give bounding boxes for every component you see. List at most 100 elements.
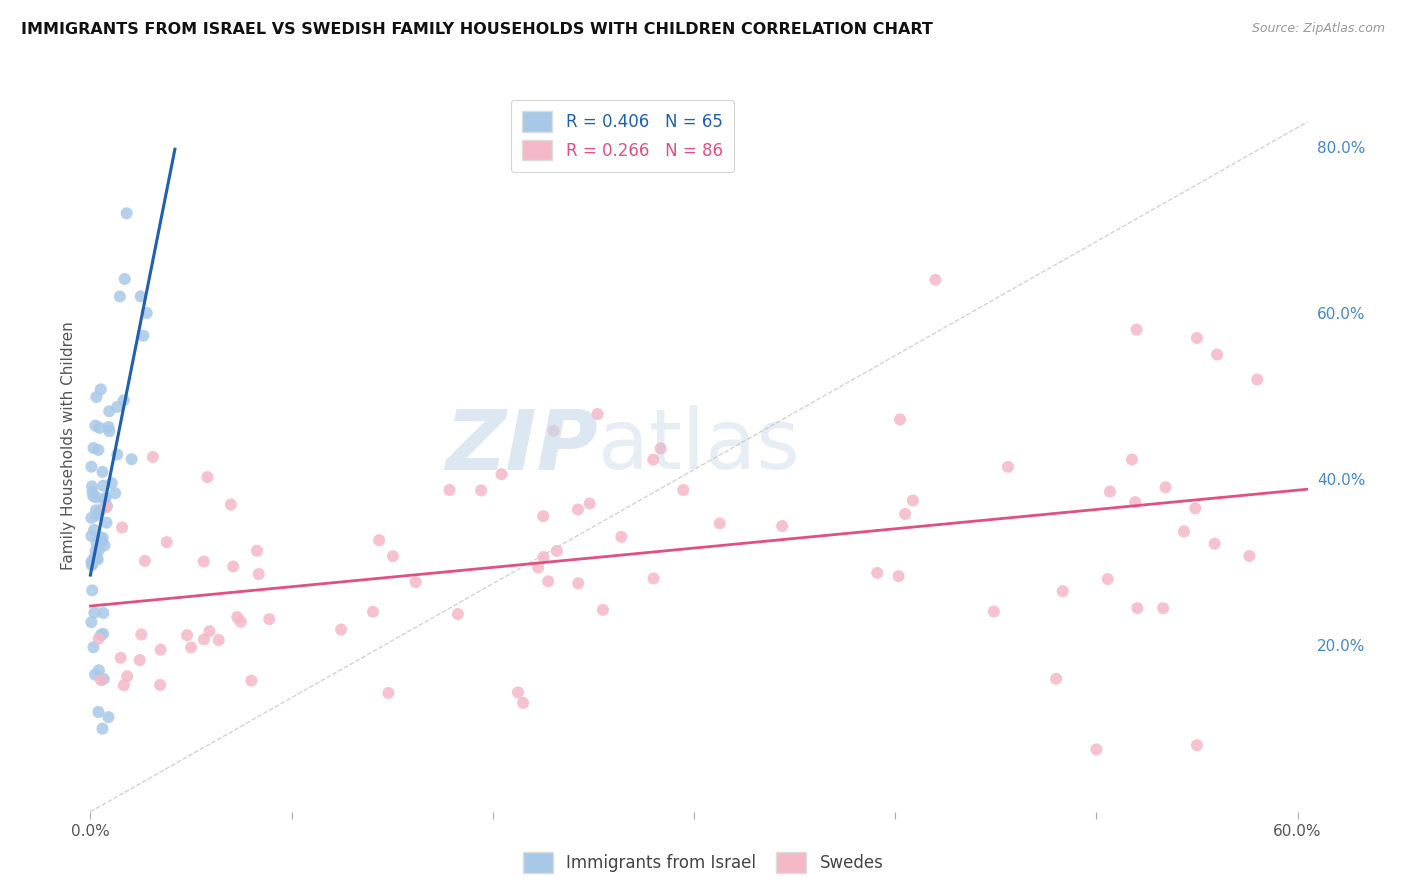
Point <box>93 606 115 620</box>
Point <box>240 673 263 688</box>
Point <box>193 555 215 569</box>
Point <box>87 663 110 677</box>
Point <box>98 424 121 438</box>
Point <box>91 479 114 493</box>
Point <box>997 459 1019 474</box>
Point <box>80 511 103 525</box>
Point <box>84 503 107 517</box>
Point <box>105 400 128 414</box>
Text: ZIP: ZIP <box>446 406 598 486</box>
Point <box>86 491 108 505</box>
Point <box>110 650 132 665</box>
Point <box>82 583 104 598</box>
Point <box>1173 524 1195 539</box>
Point <box>93 672 115 686</box>
Point <box>377 686 399 700</box>
Point <box>1239 549 1261 563</box>
Point <box>1126 601 1149 615</box>
Point <box>1052 584 1074 599</box>
Point <box>97 420 120 434</box>
Point <box>1121 452 1143 467</box>
Point <box>512 696 534 710</box>
Point <box>894 507 917 521</box>
Point <box>1152 601 1174 615</box>
Point <box>91 627 114 641</box>
Point <box>1246 372 1268 386</box>
Text: atlas: atlas <box>598 406 800 486</box>
Point <box>531 509 554 524</box>
Point <box>361 605 384 619</box>
Point <box>104 486 127 500</box>
Point <box>96 499 118 513</box>
Point <box>80 479 103 493</box>
Point <box>533 549 555 564</box>
Point <box>546 544 568 558</box>
Point <box>90 628 112 642</box>
Point <box>80 529 103 543</box>
Point <box>672 483 695 497</box>
Point <box>491 467 513 482</box>
Point <box>1045 672 1067 686</box>
Point <box>87 442 110 457</box>
Point <box>98 404 121 418</box>
Point <box>527 560 550 574</box>
Point <box>983 605 1005 619</box>
Point <box>86 508 108 523</box>
Point <box>91 531 114 545</box>
Point <box>82 640 104 655</box>
Point <box>108 289 131 303</box>
Point <box>156 535 179 549</box>
Point <box>149 678 172 692</box>
Point <box>115 206 138 220</box>
Point <box>176 628 198 642</box>
Point <box>115 669 138 683</box>
Point <box>142 450 165 464</box>
Point <box>80 555 103 569</box>
Point <box>643 572 665 586</box>
Point <box>567 502 589 516</box>
Point <box>80 558 103 572</box>
Point <box>1185 738 1208 752</box>
Point <box>586 407 609 421</box>
Point <box>80 615 103 630</box>
Point <box>96 500 118 515</box>
Point <box>543 424 565 438</box>
Point <box>86 536 108 550</box>
Point <box>82 557 104 571</box>
Point <box>1097 572 1119 586</box>
Point <box>82 489 104 503</box>
Point <box>180 640 202 655</box>
Point <box>93 492 115 507</box>
Point <box>643 452 665 467</box>
Point <box>111 520 134 534</box>
Point <box>87 632 110 646</box>
Point <box>82 484 104 499</box>
Point <box>439 483 461 497</box>
Point <box>93 538 115 552</box>
Point <box>229 615 252 629</box>
Point <box>1123 495 1146 509</box>
Point <box>1125 323 1147 337</box>
Legend: Immigrants from Israel, Swedes: Immigrants from Israel, Swedes <box>516 846 890 880</box>
Point <box>97 710 120 724</box>
Point <box>650 442 672 456</box>
Point <box>134 554 156 568</box>
Point <box>87 543 110 558</box>
Point <box>83 550 105 565</box>
Point <box>105 448 128 462</box>
Point <box>447 607 470 621</box>
Point <box>901 493 924 508</box>
Point <box>770 519 793 533</box>
Point <box>90 535 112 549</box>
Point <box>197 470 219 484</box>
Point <box>924 273 946 287</box>
Point <box>83 606 105 620</box>
Point <box>381 549 404 564</box>
Point <box>405 575 427 590</box>
Point <box>96 516 118 530</box>
Point <box>90 502 112 516</box>
Point <box>86 552 108 566</box>
Point <box>149 642 172 657</box>
Point <box>128 653 150 667</box>
Point <box>90 673 112 688</box>
